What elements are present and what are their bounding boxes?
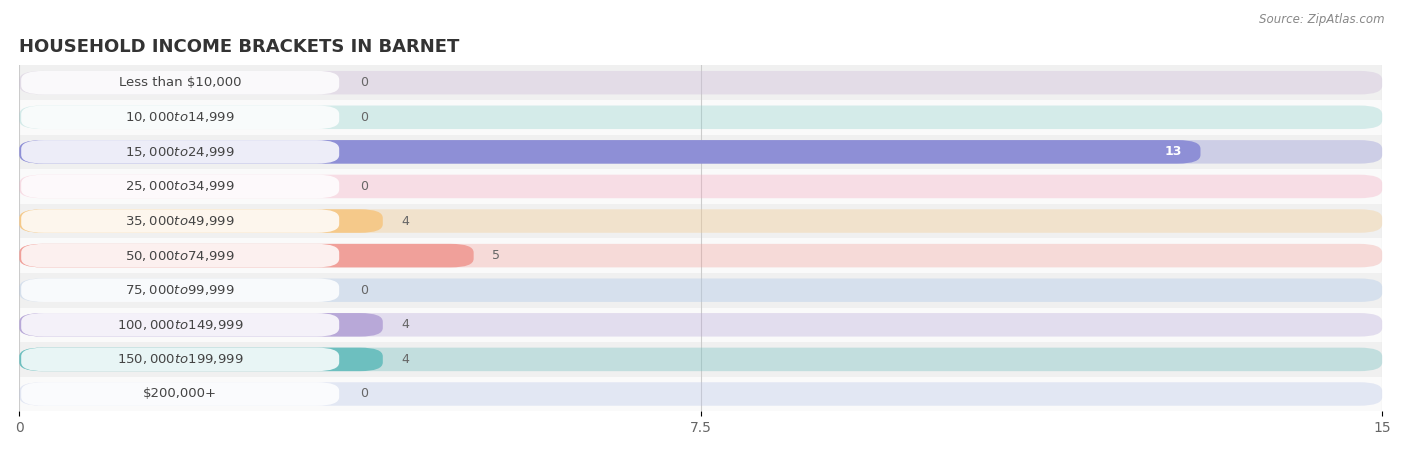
Text: $50,000 to $74,999: $50,000 to $74,999 <box>125 249 235 263</box>
FancyBboxPatch shape <box>20 140 1201 164</box>
FancyBboxPatch shape <box>21 382 339 406</box>
FancyBboxPatch shape <box>20 244 474 267</box>
Text: 0: 0 <box>360 284 368 297</box>
Text: 0: 0 <box>360 76 368 89</box>
Text: $15,000 to $24,999: $15,000 to $24,999 <box>125 145 235 159</box>
Text: Less than $10,000: Less than $10,000 <box>120 76 242 89</box>
Bar <box>20 238 1382 273</box>
Text: $10,000 to $14,999: $10,000 to $14,999 <box>125 110 235 124</box>
FancyBboxPatch shape <box>20 348 1382 371</box>
FancyBboxPatch shape <box>21 105 339 129</box>
FancyBboxPatch shape <box>20 313 382 337</box>
FancyBboxPatch shape <box>21 279 339 302</box>
FancyBboxPatch shape <box>21 313 339 337</box>
FancyBboxPatch shape <box>20 279 1382 302</box>
Bar <box>20 65 1382 100</box>
FancyBboxPatch shape <box>21 348 339 371</box>
Text: $150,000 to $199,999: $150,000 to $199,999 <box>117 352 243 366</box>
Bar <box>20 169 1382 204</box>
Text: 4: 4 <box>401 318 409 331</box>
Text: 4: 4 <box>401 353 409 366</box>
Bar <box>20 135 1382 169</box>
Text: 0: 0 <box>360 180 368 193</box>
FancyBboxPatch shape <box>21 209 339 233</box>
FancyBboxPatch shape <box>21 71 339 94</box>
FancyBboxPatch shape <box>21 244 339 267</box>
Text: $35,000 to $49,999: $35,000 to $49,999 <box>125 214 235 228</box>
Text: 5: 5 <box>492 249 499 262</box>
Bar <box>20 100 1382 135</box>
Text: 4: 4 <box>401 215 409 228</box>
FancyBboxPatch shape <box>20 209 382 233</box>
Text: 13: 13 <box>1166 145 1182 158</box>
FancyBboxPatch shape <box>20 313 1382 337</box>
FancyBboxPatch shape <box>20 71 1382 94</box>
Bar <box>20 273 1382 307</box>
Text: $100,000 to $149,999: $100,000 to $149,999 <box>117 318 243 332</box>
Text: 0: 0 <box>360 387 368 400</box>
Text: $200,000+: $200,000+ <box>143 387 217 400</box>
Text: $75,000 to $99,999: $75,000 to $99,999 <box>125 283 235 297</box>
FancyBboxPatch shape <box>20 140 1382 164</box>
FancyBboxPatch shape <box>20 382 1382 406</box>
FancyBboxPatch shape <box>20 348 382 371</box>
Bar <box>20 204 1382 238</box>
Bar <box>20 342 1382 377</box>
Bar <box>20 377 1382 411</box>
FancyBboxPatch shape <box>20 105 1382 129</box>
Text: 0: 0 <box>360 111 368 124</box>
FancyBboxPatch shape <box>21 140 339 164</box>
FancyBboxPatch shape <box>20 175 1382 198</box>
Text: Source: ZipAtlas.com: Source: ZipAtlas.com <box>1260 14 1385 27</box>
Bar <box>20 307 1382 342</box>
Text: $25,000 to $34,999: $25,000 to $34,999 <box>125 180 235 194</box>
FancyBboxPatch shape <box>21 175 339 198</box>
FancyBboxPatch shape <box>20 244 1382 267</box>
FancyBboxPatch shape <box>20 209 1382 233</box>
Text: HOUSEHOLD INCOME BRACKETS IN BARNET: HOUSEHOLD INCOME BRACKETS IN BARNET <box>20 37 460 55</box>
